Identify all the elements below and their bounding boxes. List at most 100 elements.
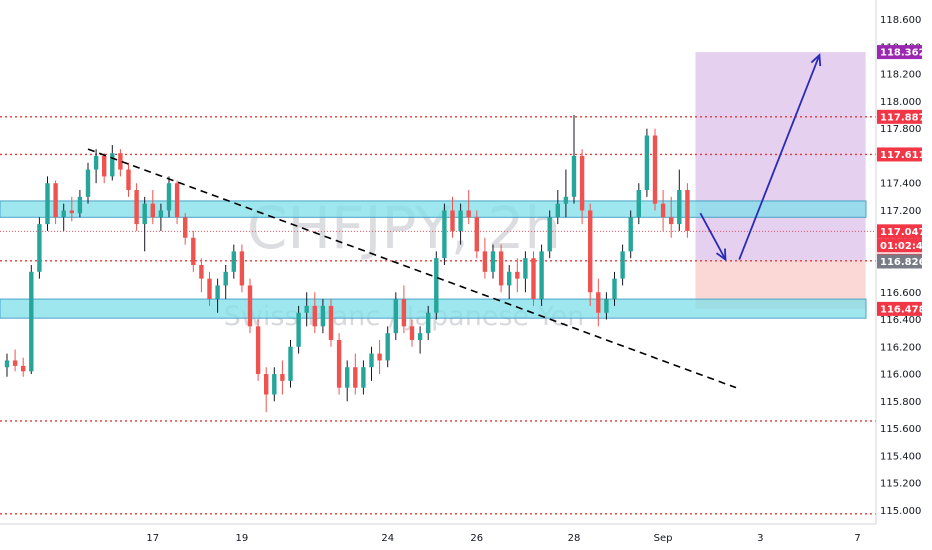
time-tick-label: 3 bbox=[757, 533, 763, 544]
candle-body bbox=[142, 203, 147, 225]
candle-body bbox=[515, 271, 520, 279]
candle-body bbox=[77, 196, 83, 214]
arrow-shaft bbox=[738, 54, 821, 260]
candle-body bbox=[53, 183, 58, 218]
candle-body bbox=[37, 224, 42, 272]
candle-body bbox=[417, 333, 423, 340]
countdown-badge bbox=[877, 238, 922, 253]
candle-body bbox=[588, 210, 593, 293]
candle-body bbox=[547, 217, 552, 252]
candle-body bbox=[150, 203, 155, 218]
candle-body bbox=[336, 339, 342, 388]
support-resistance-zones bbox=[0, 200, 867, 319]
candle-body bbox=[166, 183, 172, 211]
candle-body bbox=[29, 271, 34, 372]
candle-body bbox=[93, 155, 99, 170]
candle-body bbox=[579, 155, 585, 211]
candle-body bbox=[498, 251, 504, 286]
candle-body bbox=[644, 135, 650, 191]
candle-body bbox=[183, 217, 188, 238]
candle-body bbox=[102, 155, 107, 177]
candle-body bbox=[660, 203, 666, 218]
price-tick-label: 115.400 bbox=[880, 451, 921, 462]
time-tick-label: 7 bbox=[854, 533, 860, 544]
price-tick-label: 117.400 bbox=[880, 179, 921, 190]
candle-body bbox=[652, 135, 658, 204]
candle-body bbox=[458, 210, 463, 231]
candle-body bbox=[174, 183, 180, 218]
candle-body bbox=[85, 169, 91, 197]
time-axis-panel[interactable] bbox=[0, 524, 876, 550]
price-badge-label: 117.611 bbox=[880, 150, 926, 161]
time-tick-label: Sep bbox=[654, 533, 673, 544]
candle-body bbox=[345, 367, 350, 388]
candle-body bbox=[158, 210, 164, 218]
candle-body bbox=[21, 365, 26, 372]
arrow-head bbox=[810, 53, 822, 67]
candle-body bbox=[4, 360, 10, 368]
candle-body bbox=[312, 305, 317, 327]
price-badge bbox=[877, 147, 922, 162]
candle-body bbox=[539, 251, 544, 300]
price-badge-label: 117.887 bbox=[880, 112, 926, 123]
price-tick-label: 115.000 bbox=[880, 506, 921, 517]
candle-body bbox=[118, 153, 123, 170]
horizontal-levels bbox=[0, 116, 876, 515]
candle-body bbox=[12, 360, 18, 366]
candle-body bbox=[369, 353, 374, 368]
candle-body bbox=[636, 190, 641, 218]
support-resistance-zone bbox=[0, 298, 867, 319]
candle-body bbox=[393, 299, 398, 334]
time-tick-label: 17 bbox=[146, 533, 159, 544]
candle-body bbox=[296, 312, 301, 347]
candle-body bbox=[272, 374, 277, 395]
time-tick-label: 24 bbox=[381, 533, 394, 544]
price-badge bbox=[877, 254, 922, 269]
candle-body bbox=[353, 367, 358, 388]
price-badge-label: 117.047 bbox=[880, 227, 926, 238]
candle-body bbox=[563, 196, 569, 204]
candle-body bbox=[450, 210, 455, 231]
price-tick-label: 116.400 bbox=[880, 315, 921, 326]
candlesticks bbox=[4, 115, 690, 413]
candle-body bbox=[409, 326, 415, 340]
candle-body bbox=[264, 374, 269, 395]
price-badge-label: 116.478 bbox=[880, 304, 926, 315]
price-tick-label: 116.000 bbox=[880, 370, 921, 381]
candle-body bbox=[677, 190, 682, 225]
candle-body bbox=[328, 305, 334, 340]
time-axis-ticks: 17 19 24 26 28 Sep 3 7 bbox=[146, 533, 860, 544]
candle-body bbox=[531, 258, 536, 300]
price-tick-label: 116.200 bbox=[880, 342, 921, 353]
price-badge bbox=[877, 301, 922, 316]
candle-body bbox=[612, 278, 617, 300]
candle-body bbox=[69, 210, 74, 214]
candle-body bbox=[199, 265, 204, 279]
candle-body bbox=[255, 326, 261, 375]
candle-body bbox=[523, 258, 528, 279]
candle-body bbox=[507, 271, 512, 286]
candle-body bbox=[61, 210, 66, 218]
candle-body bbox=[596, 292, 601, 313]
arrow-shaft bbox=[699, 212, 727, 260]
price-tick-label: 118.000 bbox=[880, 97, 921, 108]
candle-body bbox=[110, 153, 115, 177]
arrow-head bbox=[716, 248, 727, 262]
candle-body bbox=[280, 374, 285, 381]
candle-body bbox=[223, 271, 228, 286]
time-tick-label: 19 bbox=[236, 533, 249, 544]
price-badges: 118.362117.887117.611117.047116.831116.8… bbox=[877, 45, 930, 316]
target-stop-zones bbox=[695, 52, 866, 309]
candle-body bbox=[215, 285, 220, 300]
price-badge bbox=[877, 45, 922, 60]
candle-body bbox=[247, 285, 253, 327]
candle-body bbox=[288, 346, 293, 381]
price-tick-label: 118.200 bbox=[880, 70, 921, 81]
price-tick-label: 115.200 bbox=[880, 479, 921, 490]
candle-body bbox=[604, 299, 609, 313]
candle-body bbox=[482, 251, 488, 272]
candle-body bbox=[134, 190, 139, 225]
candle-body bbox=[669, 217, 674, 225]
time-tick-label: 26 bbox=[470, 533, 483, 544]
